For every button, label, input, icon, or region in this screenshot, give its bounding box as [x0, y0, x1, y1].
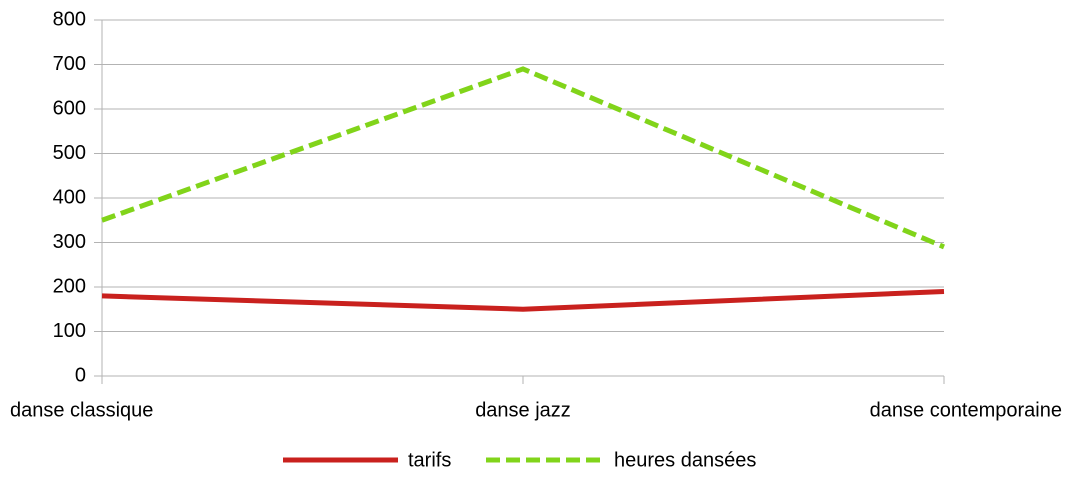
x-tick-label: danse classique [10, 399, 153, 421]
y-tick-label: 700 [53, 53, 86, 75]
x-tick-label: danse contemporaine [870, 399, 1062, 421]
y-tick-label: 800 [53, 8, 86, 30]
y-tick-label: 200 [53, 275, 86, 297]
y-tick-label: 600 [53, 97, 86, 119]
y-tick-label: 0 [75, 364, 86, 386]
y-tick-label: 100 [53, 320, 86, 342]
line-series [101, 288, 945, 312]
legend-label: heures dansées [614, 449, 756, 471]
x-tick-label: danse jazz [475, 399, 571, 421]
line-series [101, 66, 945, 250]
y-tick-label: 300 [53, 231, 86, 253]
y-tick-label: 400 [53, 186, 86, 208]
legend-label: tarifs [408, 449, 451, 471]
y-tick-label: 500 [53, 142, 86, 164]
